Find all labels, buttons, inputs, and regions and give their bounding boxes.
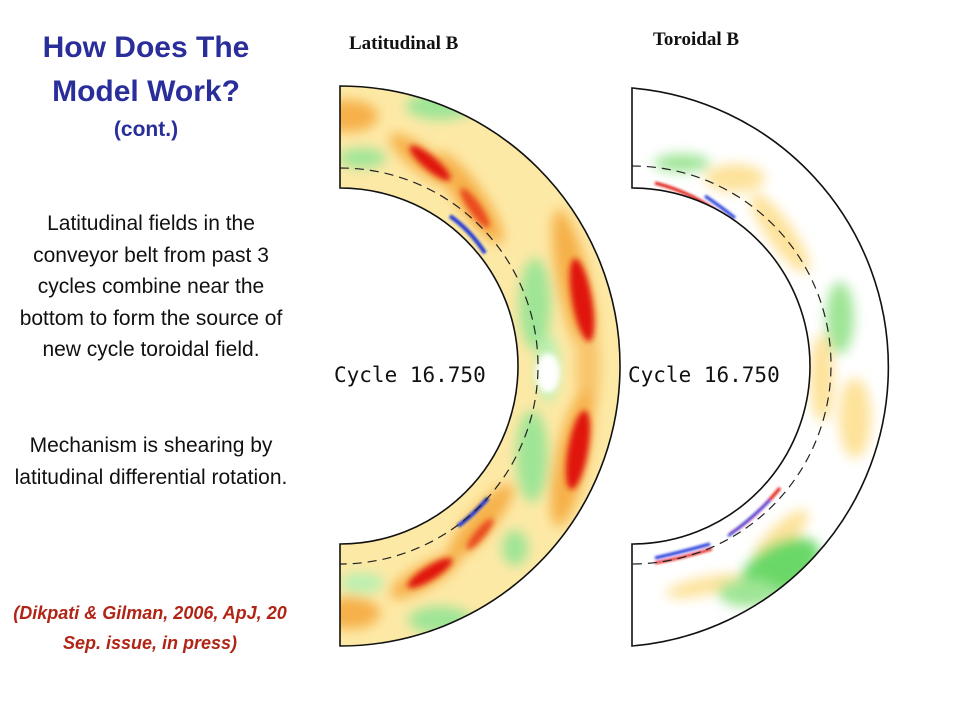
citation: (Dikpati & Gilman, 2006, ApJ, 20 Sep. is… [13,603,287,653]
strong-field-core [407,557,453,589]
equatorial-gap [536,353,560,393]
positive-field-lobe [839,378,871,458]
positive-field-lobe [810,334,834,422]
negative-strong-feature [448,214,487,255]
panel-title-toroidal: Toroidal B [653,29,740,50]
panel-title-latitudinal: Latitudinal B [349,33,459,54]
negative-strong-feature [727,499,771,538]
negative-field-lobe [408,606,472,634]
body-paragraph-2: Mechanism is shearing by latitudinal dif… [14,434,288,489]
slide-title: How Does The Model Work? [42,31,250,108]
negative-field-lobe [718,579,778,607]
strong-field-core [409,145,451,181]
negative-field-lobe [516,410,548,502]
positive-field-lobe [750,192,810,274]
negative-field-lobe [340,148,386,168]
negative-field-lobe [502,530,528,566]
negative-field-lobe [519,258,551,350]
strong-field-core [460,188,490,228]
cycle-label-toroidal: Cycle 16.750 [628,363,780,387]
negative-field-lobe [826,282,854,354]
shell-outline [631,87,890,647]
strong-field-core [565,410,591,490]
toroidal-b-panel: Cycle 16.750 [628,87,890,647]
positive-field-band [340,100,378,132]
shell-outline [339,85,621,647]
body-paragraph-1: Latitudinal fields in the conveyor belt … [19,212,283,361]
positive-field-band [340,597,380,629]
positive-field-lobe [665,573,745,599]
negative-strong-feature [704,194,736,220]
simulation-figure: Cycle 16.750 [334,85,890,647]
strong-field-core [466,518,494,550]
negative-field-lobe [340,573,384,593]
positive-field-lobe [705,164,765,192]
cycle-label-latitudinal: Cycle 16.750 [334,363,486,387]
positive-field-band [446,483,514,563]
negative-strong-feature [654,542,711,560]
tachocline-dashed-line [631,165,832,565]
tachocline-dashed-line [339,167,539,565]
negative-field-lobe [654,154,710,172]
slide-subtitle: (cont.) [113,118,179,141]
strong-field-core [569,258,595,342]
latitudinal-b-panel: Cycle 16.750 [334,85,621,647]
